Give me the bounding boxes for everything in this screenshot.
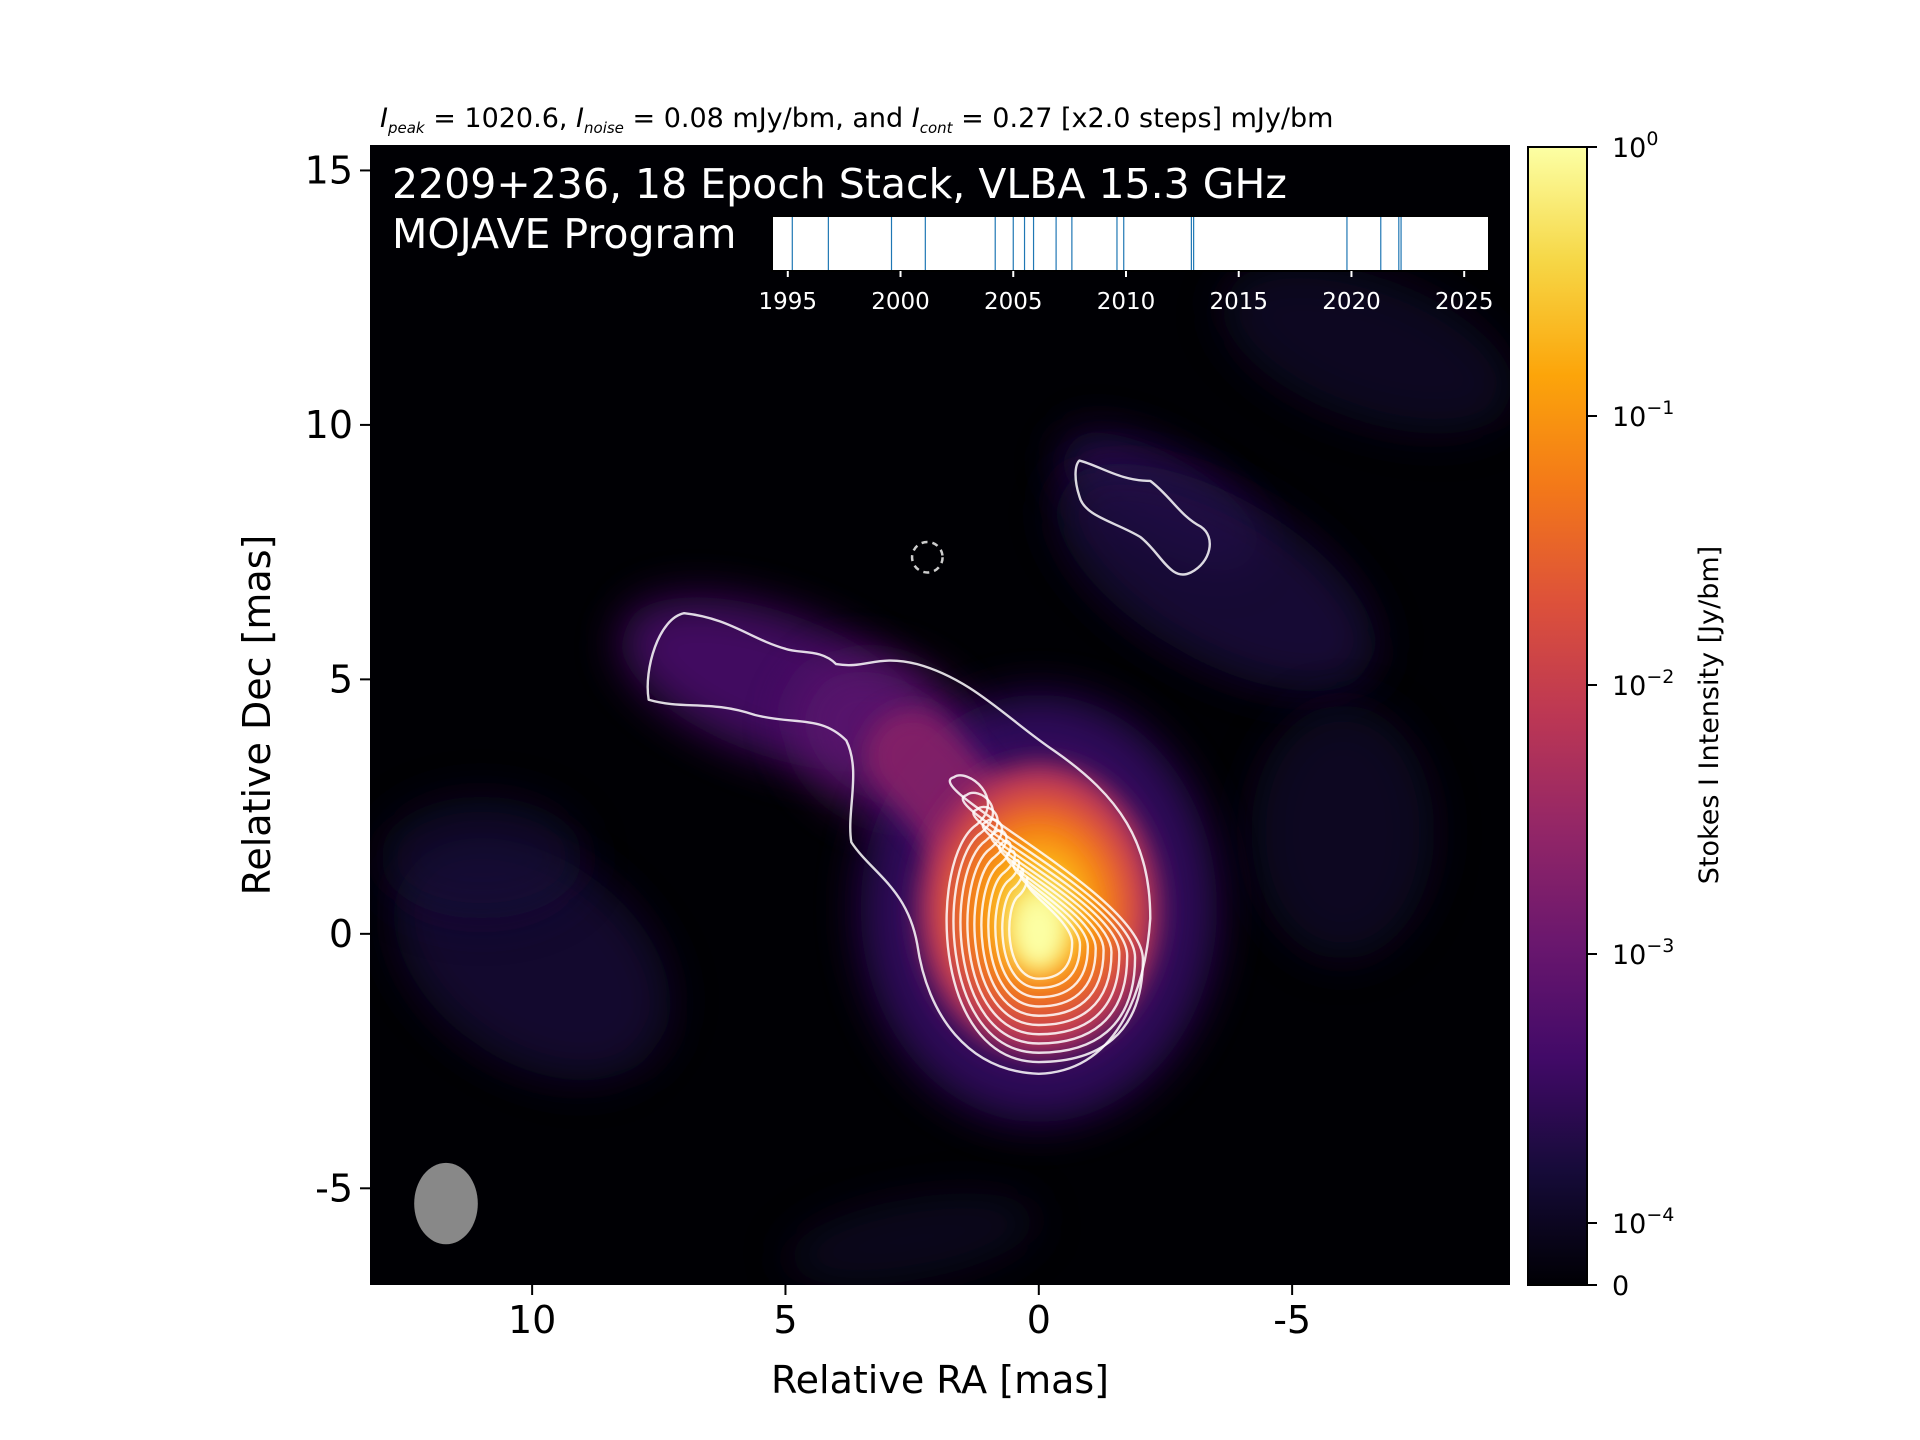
colorbar-tick-label: 100 [1612, 128, 1658, 164]
contour-level [945, 774, 1145, 1064]
epoch-tick-label: 2000 [871, 289, 930, 315]
contour-level [973, 829, 1113, 1027]
y-tick-label: 15 [305, 148, 353, 192]
colorbar-tick-label: 10−2 [1612, 666, 1674, 702]
colorbar-tick-label: 10−4 [1612, 1204, 1674, 1240]
colorbar-ticks: 100 10−1 10−2 10−3 10−4 0 [1587, 128, 1674, 1302]
y-tick-label: 5 [329, 657, 353, 701]
y-axis: 15 10 5 0 -5 [305, 148, 370, 1210]
colorbar-gradient [1527, 146, 1588, 1286]
contour-level [987, 849, 1097, 1008]
diffuse-emission [1251, 704, 1435, 960]
x-axis-label: Relative RA [mas] [771, 1358, 1109, 1402]
core-peak [1010, 895, 1067, 973]
overlay-title-line2: MOJAVE Program [392, 210, 736, 258]
contour-level [994, 858, 1090, 999]
contour-level [966, 818, 1121, 1036]
cont-symbol: I [912, 103, 920, 134]
diffuse-emission [786, 1193, 1038, 1285]
dashed-circle-marker [910, 540, 944, 574]
y-axis-label: Relative Dec [mas] [235, 535, 279, 896]
epoch-tick-label: 2005 [984, 289, 1043, 315]
y-tick-label: 0 [329, 912, 353, 956]
epoch-inset-box [771, 215, 1490, 272]
image-panel: 10 5 0 -5 15 10 5 0 -5 Relative RA [mas] Relati… [235, 145, 1510, 1402]
epoch-tick-label: 2010 [1097, 289, 1156, 315]
epoch-tick-label: 1995 [759, 289, 818, 315]
colorbar: 100 10−1 10−2 10−3 10−4 0 Stokes I Intensity … [1527, 128, 1725, 1302]
contour-level [980, 839, 1105, 1017]
contour-level [1001, 867, 1082, 990]
contour-level [952, 791, 1137, 1054]
peak-sub: peak [387, 119, 426, 137]
epoch-tick-label: 2025 [1435, 289, 1494, 315]
noise-symbol: I [576, 103, 584, 134]
peak-symbol: I [380, 103, 388, 134]
beam-ellipse [414, 1162, 478, 1245]
y-tick-label: 10 [305, 403, 353, 447]
diffuse-emission [379, 796, 584, 919]
diffuse-emission [1056, 463, 1376, 692]
colorbar-tick-label: 10−3 [1612, 935, 1674, 971]
y-tick-label: -5 [315, 1166, 353, 1210]
overlay-title-line1: 2209+236, 18 Epoch Stack, VLBA 15.3 GHz [392, 160, 1287, 208]
epoch-tick-label: 2015 [1209, 289, 1268, 315]
cont-text: = 0.27 [x2.0 steps] mJy/bm [953, 103, 1334, 134]
epoch-timeline-inset: 1995 2000 2005 2010 2015 2020 2025 [759, 215, 1494, 315]
x-tick-label: 5 [773, 1298, 797, 1342]
cont-sub: cont [920, 119, 954, 137]
contour-layer [646, 459, 1211, 1075]
plot-header: Ipeak = 1020.6, Inoise = 0.08 mJy/bm, an… [380, 103, 1333, 137]
noise-text: = 0.08 mJy/bm, and [624, 103, 912, 134]
colorbar-tick-label: 0 [1612, 1271, 1629, 1302]
emission-layer [379, 263, 1510, 1285]
x-tick-label: 10 [508, 1298, 556, 1342]
contour-level [959, 805, 1129, 1045]
peak-text: = 1020.6, [425, 103, 576, 134]
x-axis: 10 5 0 -5 [508, 1285, 1311, 1342]
contour-island [1074, 459, 1211, 576]
diffuse-emission [1222, 263, 1510, 434]
noise-sub: noise [584, 119, 624, 137]
contour-level [1008, 876, 1074, 980]
x-tick-label: 0 [1027, 1298, 1051, 1342]
colorbar-tick-label: 10−1 [1612, 397, 1674, 433]
marker-layer [414, 540, 944, 1245]
colorbar-label: Stokes I Intensity [Jy/bm] [1694, 546, 1725, 884]
contour-lowest [646, 612, 1152, 1075]
epoch-tick-label: 2020 [1322, 289, 1381, 315]
x-tick-label: -5 [1273, 1298, 1311, 1342]
